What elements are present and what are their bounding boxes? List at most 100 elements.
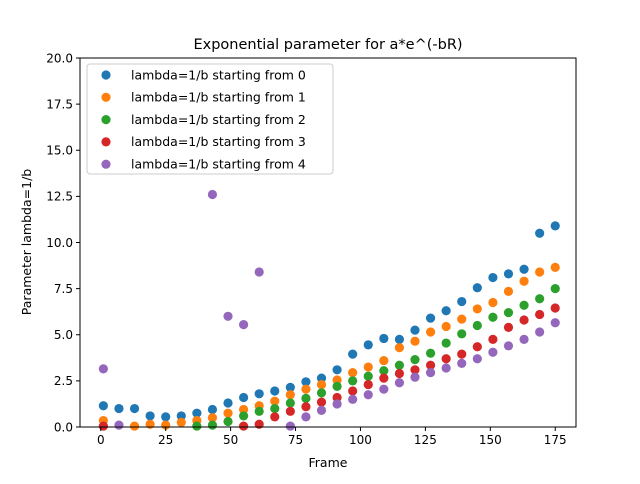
x-tick-label: 100 bbox=[349, 433, 372, 447]
data-point bbox=[519, 276, 529, 286]
data-point bbox=[488, 272, 498, 283]
data-point bbox=[425, 367, 436, 378]
data-point bbox=[285, 421, 295, 431]
data-point bbox=[425, 348, 436, 358]
data-point bbox=[316, 373, 327, 383]
data-point bbox=[348, 367, 358, 378]
legend-label: lambda=1/b starting from 2 bbox=[131, 112, 306, 127]
data-point bbox=[425, 360, 436, 370]
x-axis-ticks: 0 25 50 75 100 125 150 175 bbox=[97, 427, 567, 447]
data-point bbox=[332, 375, 342, 385]
data-point bbox=[410, 325, 420, 335]
legend-label: lambda=1/b starting from 4 bbox=[131, 157, 306, 172]
x-tick-label: 125 bbox=[414, 433, 437, 447]
data-point bbox=[207, 413, 218, 423]
data-point bbox=[270, 403, 280, 414]
legend: lambda=1/b starting from 0 lambda=1/b sta… bbox=[86, 63, 334, 175]
chart-title: Exponential parameter for a*e^(-bR) bbox=[193, 37, 462, 53]
data-point bbox=[425, 313, 436, 323]
data-point bbox=[410, 355, 420, 365]
data-point bbox=[363, 371, 373, 381]
series-3 bbox=[98, 303, 560, 431]
data-point bbox=[207, 420, 218, 430]
y-tick-label: 2.5 bbox=[54, 374, 73, 388]
y-tick-label: 15.0 bbox=[46, 144, 73, 158]
y-tick-label: 12.5 bbox=[46, 190, 73, 204]
data-point bbox=[457, 296, 467, 307]
data-point bbox=[207, 189, 218, 200]
data-point bbox=[161, 412, 171, 422]
data-point bbox=[129, 421, 140, 431]
data-point bbox=[285, 398, 295, 408]
y-axis-label: Parameter lambda=1/b bbox=[19, 169, 34, 315]
data-point bbox=[441, 363, 451, 373]
legend-label: lambda=1/b starting from 0 bbox=[131, 67, 306, 82]
data-point bbox=[519, 315, 529, 325]
data-point bbox=[441, 354, 451, 364]
data-point bbox=[394, 343, 405, 353]
data-point bbox=[98, 401, 108, 411]
data-point bbox=[363, 379, 373, 390]
data-point bbox=[379, 333, 389, 344]
legend-marker bbox=[101, 70, 111, 80]
series-2 bbox=[192, 284, 560, 431]
data-point bbox=[285, 382, 295, 392]
data-point bbox=[348, 394, 358, 404]
data-point bbox=[176, 411, 186, 421]
data-point bbox=[457, 358, 467, 368]
data-point bbox=[379, 384, 389, 394]
legend-marker bbox=[101, 115, 111, 125]
data-point bbox=[301, 402, 311, 412]
data-point bbox=[239, 320, 249, 330]
data-point bbox=[114, 420, 124, 430]
data-point bbox=[472, 354, 482, 364]
data-point bbox=[176, 417, 186, 427]
data-point bbox=[98, 364, 108, 374]
y-tick-label: 5.0 bbox=[54, 328, 73, 342]
data-point bbox=[425, 327, 436, 337]
data-point bbox=[550, 318, 560, 328]
data-point bbox=[239, 411, 249, 421]
data-point bbox=[410, 372, 420, 382]
data-point bbox=[270, 396, 280, 406]
data-point bbox=[301, 393, 311, 404]
series-4 bbox=[98, 189, 560, 431]
data-point bbox=[285, 390, 295, 400]
data-point bbox=[239, 392, 249, 403]
y-tick-label: 10.0 bbox=[46, 236, 73, 250]
legend-item: lambda=1/b starting from 0 bbox=[101, 67, 306, 82]
x-tick-label: 25 bbox=[158, 433, 173, 447]
data-point bbox=[457, 329, 467, 339]
data-point bbox=[472, 320, 482, 331]
data-point bbox=[503, 322, 514, 332]
y-axis-ticks: 0.0 2.5 5.0 7.5 10.0 12.5 15.0 17.5 20.0 bbox=[46, 51, 80, 434]
data-point bbox=[488, 297, 498, 308]
data-point bbox=[535, 267, 545, 277]
x-tick-label: 0 bbox=[97, 433, 105, 447]
data-point bbox=[332, 392, 342, 403]
data-point bbox=[535, 327, 545, 337]
data-point bbox=[519, 264, 529, 274]
legend-marker bbox=[101, 159, 111, 169]
legend-label: lambda=1/b starting from 3 bbox=[131, 134, 306, 149]
data-point bbox=[239, 404, 249, 415]
data-point bbox=[129, 403, 140, 414]
data-point bbox=[332, 381, 342, 392]
legend-box bbox=[86, 63, 334, 175]
data-point bbox=[254, 267, 264, 277]
data-point bbox=[301, 412, 311, 422]
data-point bbox=[223, 416, 233, 427]
data-point bbox=[207, 404, 218, 415]
data-point bbox=[192, 408, 202, 418]
data-point bbox=[114, 403, 124, 414]
data-point bbox=[457, 314, 467, 324]
data-point bbox=[363, 390, 373, 400]
x-tick-label: 75 bbox=[288, 433, 303, 447]
data-point bbox=[410, 336, 420, 346]
x-tick-label: 150 bbox=[479, 433, 502, 447]
data-point bbox=[441, 321, 451, 332]
data-point bbox=[348, 376, 358, 386]
legend-item: lambda=1/b starting from 1 bbox=[101, 90, 306, 105]
data-point bbox=[301, 377, 311, 387]
